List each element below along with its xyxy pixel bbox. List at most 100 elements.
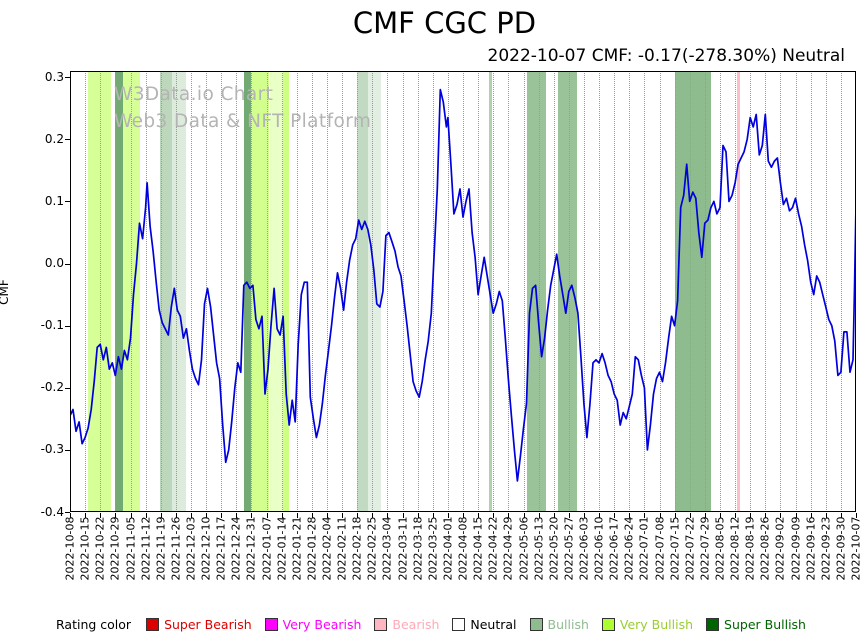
y-tick-label: 0.2 [44,131,64,146]
x-tick-mark [765,513,767,518]
x-tick-label: 2022-04-29 [501,516,515,581]
legend-swatch [264,617,278,631]
x-tick-mark [357,513,359,518]
gridline [311,71,313,512]
rating-band-bullish [557,71,578,512]
y-tick-mark [65,512,70,513]
x-tick-mark [402,513,404,518]
x-tick-label: 2022-11-05 [124,516,137,581]
x-tick-label: 2022-02-25 [365,516,379,581]
x-tick-label: 2022-10-15 [78,516,92,581]
x-tick-label: 2022-01-14 [275,516,289,581]
x-tick-mark [674,513,676,518]
legend-title: Rating color [56,616,132,632]
x-tick-label: 2022-04-15 [471,516,485,581]
rating-band-bullish [159,71,172,512]
rating-band-super-bullish [243,71,252,512]
legend-swatch [452,617,466,631]
legend-item-bearish: Bearish [374,617,439,632]
y-tick-label: -0.4 [40,504,64,519]
x-tick-label: 2022-01-21 [290,516,304,581]
gridline [130,71,132,512]
legend-label: Very Bearish [282,616,362,632]
x-tick-mark [614,513,616,518]
gridline [160,71,162,512]
x-tick-label: 2022-12-31 [244,516,258,581]
x-tick-mark [100,513,102,518]
rating-band-very-bullish [122,71,141,512]
x-tick-label: 2022-06-17 [607,516,621,581]
x-tick-label: 2022-05-13 [532,516,546,581]
gridline [296,71,298,512]
x-tick-label: 2022-08-05 [713,516,727,581]
x-tick-label: 2022-08-26 [758,516,772,581]
x-tick-label: 2022-09-02 [773,516,787,581]
x-tick-label: 2022-09-16 [804,516,818,581]
gridline [553,71,555,512]
x-tick-label: 2022-10-22 [93,516,107,581]
x-tick-label: 2022-09-09 [789,516,802,581]
x-tick-mark [70,513,71,518]
x-tick-label: 2022-08-12 [728,516,742,581]
x-tick-mark [417,513,419,518]
gridline [840,71,842,512]
x-tick-mark [523,513,525,518]
legend-label: Super Bullish [724,616,806,632]
x-tick-label: 2022-03-04 [380,516,394,581]
gridline [417,71,419,512]
x-tick-label: 2022-03-25 [426,516,440,581]
x-tick-mark [327,513,328,518]
gridline [720,71,721,512]
legend-label: Neutral [470,616,517,632]
y-tick-mark [65,449,70,451]
x-tick-label: 2022-10-07 [849,516,863,581]
legend-item-super-bearish: Super Bearish [146,617,252,632]
x-tick-mark [659,513,661,518]
x-tick-mark [190,513,192,518]
x-tick-mark [644,513,646,518]
legend-item-super-bullish: Super Bullish [706,617,806,632]
x-tick-mark [342,513,344,518]
gridline [85,71,87,512]
y-tick-mark [65,387,70,389]
gridline [221,71,223,512]
x-tick-mark [296,513,298,518]
gridline [236,71,238,512]
x-tick-label: 2022-10-08 [63,516,77,581]
x-tick-mark [568,513,570,518]
rating-band-very-bullish [251,71,270,512]
x-tick-mark [145,513,147,518]
gridline [825,71,827,512]
x-tick-mark [221,513,223,518]
cmf-line-svg [70,88,856,482]
gridline [493,71,495,512]
gridline [463,71,464,512]
x-tick-label: 2022-03-11 [396,516,409,581]
rating-band-bearish [736,71,740,512]
x-tick-mark [780,513,782,518]
x-tick-mark [810,513,812,518]
gridline [614,71,616,512]
y-axis-label: CMF [0,279,11,305]
x-tick-label: 2022-12-24 [229,516,243,581]
x-tick-label: 2022-11-26 [169,516,183,581]
x-tick-mark [553,513,555,518]
x-tick-mark [735,513,737,518]
x-tick-label: 2022-05-27 [562,516,576,581]
x-tick-label: 2022-07-08 [653,516,666,581]
legend-item-very-bullish: Very Bullish [601,617,693,632]
gridline [780,71,782,512]
x-tick-label: 2022-04-01 [441,516,455,581]
y-tick-label: 0.0 [44,256,64,270]
legend-item-very-bearish: Very Bearish [264,616,362,632]
gridline [266,71,268,512]
gridline [644,71,646,512]
x-tick-label: 2022-06-10 [592,516,606,581]
gridline [432,71,434,512]
gridline [659,71,661,512]
gridline [190,71,192,512]
x-tick-label: 2022-11-19 [154,516,168,581]
x-tick-mark [160,513,162,518]
x-tick-label: 2022-12-10 [199,516,213,581]
